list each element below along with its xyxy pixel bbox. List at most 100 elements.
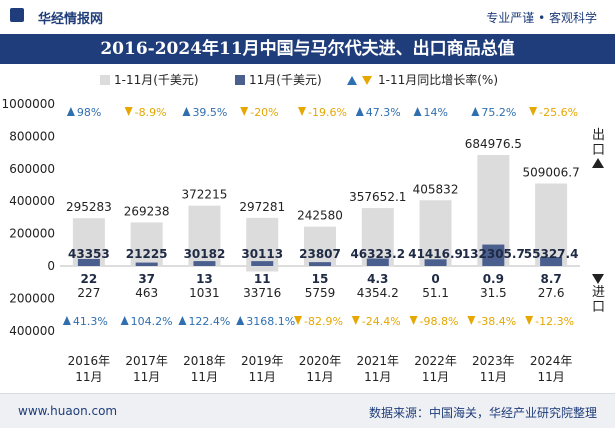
export-monthly-label: 55327.4 — [524, 247, 579, 261]
export-cumulative-label: 372215 — [182, 188, 228, 202]
import-cumulative-label: 31.5 — [480, 286, 507, 300]
export-growth-label: 75.2% — [481, 106, 516, 119]
growth-up-arrow-icon — [471, 107, 479, 116]
legend-down-arrow-icon — [362, 76, 372, 85]
export-side-label: 出口 — [592, 128, 606, 158]
growth-up-arrow-icon — [63, 316, 71, 325]
export-monthly-label: 23807 — [299, 247, 341, 261]
export-monthly-label: 46323.2 — [350, 247, 405, 261]
export-up-arrow-icon — [592, 158, 604, 168]
export-growth-label: -25.6% — [539, 106, 578, 119]
import-monthly-label: 15 — [312, 272, 329, 286]
x-category-label: 11月 — [249, 370, 276, 384]
import-cumulative-label: 1031 — [189, 286, 220, 300]
growth-down-arrow-icon — [294, 316, 302, 325]
export-growth-label: -8.9% — [135, 106, 167, 119]
x-category-label: 11月 — [480, 370, 507, 384]
growth-up-arrow-icon — [121, 316, 129, 325]
import-monthly-label: 0 — [431, 272, 439, 286]
x-category-label: 11月 — [364, 370, 391, 384]
export-monthly-bar — [136, 263, 158, 266]
growth-up-arrow-icon — [178, 316, 186, 325]
export-growth-label: 14% — [424, 106, 448, 119]
export-growth-label: -20% — [250, 106, 278, 119]
import-growth-label: 122.4% — [188, 315, 230, 328]
y-tick-label: 0 — [47, 259, 55, 273]
export-monthly-bar — [193, 261, 215, 266]
growth-down-arrow-icon — [240, 107, 248, 116]
export-cumulative-label: 295283 — [66, 200, 112, 214]
y-tick-label: 200000 — [9, 291, 55, 305]
import-cumulative-label: 27.6 — [538, 286, 565, 300]
import-growth-label: -82.9% — [304, 315, 343, 328]
x-category-label: 2023年 — [472, 354, 515, 368]
export-growth-label: 98% — [77, 106, 101, 119]
y-tick-label: 200000 — [9, 227, 55, 241]
x-category-label: 2022年 — [414, 354, 457, 368]
import-growth-label: -38.4% — [477, 315, 516, 328]
export-cumulative-label: 242580 — [297, 209, 343, 223]
export-monthly-label: 30182 — [184, 247, 226, 261]
growth-up-arrow-icon — [356, 107, 364, 116]
export-cumulative-label: 297281 — [239, 200, 285, 214]
x-category-label: 11月 — [422, 370, 449, 384]
x-category-label: 2024年 — [530, 354, 573, 368]
import-monthly-label: 11 — [254, 272, 271, 286]
export-growth-label: 47.3% — [366, 106, 401, 119]
legend-label-monthly: 11月(千美元) — [249, 73, 322, 87]
export-cumulative-label: 357652.1 — [349, 190, 406, 204]
top-bar: 华经情报网 专业严谨 • 客观科学 — [0, 0, 615, 34]
growth-down-arrow-icon — [467, 316, 475, 325]
import-monthly-label: 22 — [81, 272, 98, 286]
brand-name: 华经情报网 — [38, 8, 103, 27]
import-cumulative-label: 227 — [77, 286, 100, 300]
y-tick-label: 600000 — [9, 162, 55, 176]
y-tick-label: 1000000 — [2, 97, 55, 111]
import-monthly-label: 37 — [138, 272, 155, 286]
x-category-label: 11月 — [537, 370, 564, 384]
brand-logo-icon — [10, 8, 24, 22]
chart: 1-11月(千美元)11月(千美元)1-11月同比增长率(%)400000200… — [0, 64, 615, 393]
import-cumulative-bar — [246, 266, 278, 271]
title-bar: 2016-2024年11月中国与马尔代夫进、出口商品总值 — [0, 34, 615, 64]
legend-swatch-cumulative — [100, 75, 110, 85]
import-cumulative-label: 4354.2 — [357, 286, 399, 300]
import-cumulative-bar — [304, 266, 336, 267]
x-category-label: 11月 — [75, 370, 102, 384]
import-cumulative-label: 5759 — [305, 286, 336, 300]
x-category-label: 2020年 — [299, 354, 342, 368]
legend-label-growth: 1-11月同比增长率(%) — [378, 72, 498, 87]
export-monthly-label: 41416.9 — [408, 247, 463, 261]
import-monthly-label: 13 — [196, 272, 213, 286]
x-category-label: 2019年 — [241, 354, 284, 368]
growth-down-arrow-icon — [125, 107, 133, 116]
growth-down-arrow-icon — [298, 107, 306, 116]
x-category-label: 2017年 — [125, 354, 168, 368]
growth-down-arrow-icon — [529, 107, 537, 116]
y-tick-label: 800000 — [9, 129, 55, 143]
x-category-label: 2021年 — [357, 354, 400, 368]
x-category-label: 11月 — [306, 370, 333, 384]
import-monthly-label: 8.7 — [540, 272, 561, 286]
footer-url: www.huaon.com — [18, 404, 117, 418]
y-tick-label: 400000 — [9, 324, 55, 338]
export-monthly-label: 21225 — [126, 247, 168, 261]
x-category-label: 11月 — [133, 370, 160, 384]
import-cumulative-label: 33716 — [243, 286, 281, 300]
chart-title: 2016-2024年11月中国与马尔代夫进、出口商品总值 — [0, 34, 615, 64]
export-monthly-label: 132305.7 — [462, 247, 525, 261]
import-growth-label: 104.2% — [131, 315, 173, 328]
export-cumulative-label: 509006.7 — [522, 166, 579, 180]
export-monthly-label: 30113 — [241, 247, 283, 261]
import-growth-label: -24.4% — [362, 315, 401, 328]
growth-up-arrow-icon — [414, 107, 422, 116]
import-side-label: 进口 — [592, 285, 606, 315]
footer: www.huaon.com 数据来源：中国海关，华经产业研究院整理 — [0, 393, 615, 428]
import-cumulative-bar — [362, 266, 394, 267]
growth-down-arrow-icon — [525, 316, 533, 325]
import-growth-label: -98.8% — [420, 315, 459, 328]
export-growth-label: -19.6% — [308, 106, 347, 119]
import-growth-label: -12.3% — [535, 315, 574, 328]
legend-up-arrow-icon — [347, 76, 357, 85]
export-cumulative-label: 684976.5 — [465, 137, 522, 151]
